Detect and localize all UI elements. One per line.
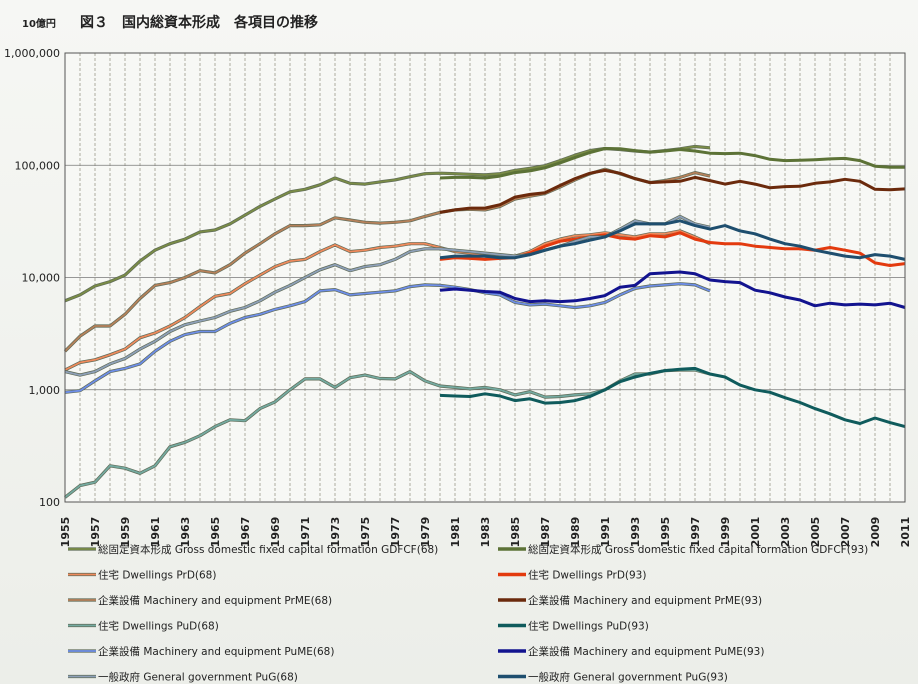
x-tick-label: 2005 [809, 517, 822, 548]
x-tick-label: 1973 [329, 517, 342, 548]
x-tick-label: 1975 [359, 517, 372, 548]
x-tick-label: 1963 [179, 517, 192, 548]
x-tick-label: 2009 [869, 517, 882, 548]
x-tick-label: 2001 [749, 517, 762, 548]
x-tick-label: 1991 [599, 517, 612, 548]
x-tick-label: 2011 [899, 517, 912, 548]
x-tick-label: 1981 [449, 517, 462, 548]
y-tick-label: 1,000 [29, 384, 61, 397]
x-tick-label: 1957 [89, 517, 102, 548]
x-tick-label: 1985 [509, 517, 522, 548]
legend-label: 一般政府 General government PuG(68) [98, 671, 298, 684]
series-line [439, 366, 906, 429]
series-line [439, 270, 906, 309]
legend: 総固定資本形成 Gross domestic fixed capital for… [68, 543, 868, 684]
unit-label: 10億円 [22, 17, 56, 30]
series-line [439, 168, 906, 214]
series-line [64, 229, 711, 371]
x-tick-label: 1979 [419, 517, 432, 548]
y-tick-label: 100 [39, 496, 60, 509]
series-line [64, 282, 711, 394]
series-line [439, 147, 905, 180]
x-tick-label: 1969 [269, 517, 282, 548]
x-tick-label: 2003 [779, 517, 792, 548]
legend-label: 一般政府 General government PuG(93) [528, 671, 728, 684]
legend-label: 住宅 Dwellings PrD(68) [98, 569, 216, 582]
legend-label: 企業設備 Machinery and equipment PrME(68) [98, 594, 332, 607]
x-tick-label: 1999 [719, 517, 732, 548]
y-tick-label: 1,000,000 [4, 47, 60, 60]
grid [64, 52, 906, 503]
x-tick-label: 1967 [239, 517, 252, 548]
x-tick-label: 1961 [149, 517, 162, 548]
legend-label: 住宅 Dwellings PuD(93) [528, 620, 649, 633]
plot-border [64, 52, 906, 503]
y-tick-label: 100,000 [15, 159, 61, 172]
legend-label: 住宅 Dwellings PuD(68) [98, 620, 219, 633]
legend-label: 企業設備 Machinery and equipment PuME(68) [98, 645, 334, 658]
x-tick-label: 1995 [659, 517, 672, 548]
x-tick-label: 1989 [569, 517, 582, 548]
legend-label: 住宅 Dwellings PrD(93) [528, 569, 646, 582]
legend-label: 企業設備 Machinery and equipment PuME(93) [528, 645, 764, 658]
legend-label: 企業設備 Machinery and equipment PrME(93) [528, 594, 762, 607]
x-tick-label: 1977 [389, 517, 402, 548]
x-tick-label: 1959 [119, 517, 132, 548]
series-line [439, 219, 906, 261]
x-tick-label: 1993 [629, 517, 642, 548]
axes: 100 1,000 10,000 100,000 1,000,000 1955 1957 19… [4, 47, 912, 547]
chart-title: 図３ 国内総資本形成 各項目の推移 [80, 14, 318, 31]
x-tick-label: 1971 [299, 517, 312, 548]
x-tick-label: 1983 [479, 517, 492, 548]
x-tick-label: 1955 [59, 517, 72, 548]
series-lines [63, 144, 906, 499]
x-tick-label: 1997 [689, 517, 702, 548]
x-tick-label: 1965 [209, 517, 222, 548]
y-tick-label: 10,000 [22, 272, 61, 285]
x-tick-label: 1987 [539, 517, 552, 548]
x-tick-label: 2007 [839, 517, 852, 548]
legend-label: 総固定資本形成 Gross domestic fixed capital for… [98, 543, 438, 556]
legend-label: 総固定資本形成 Gross domestic fixed capital for… [528, 543, 868, 556]
